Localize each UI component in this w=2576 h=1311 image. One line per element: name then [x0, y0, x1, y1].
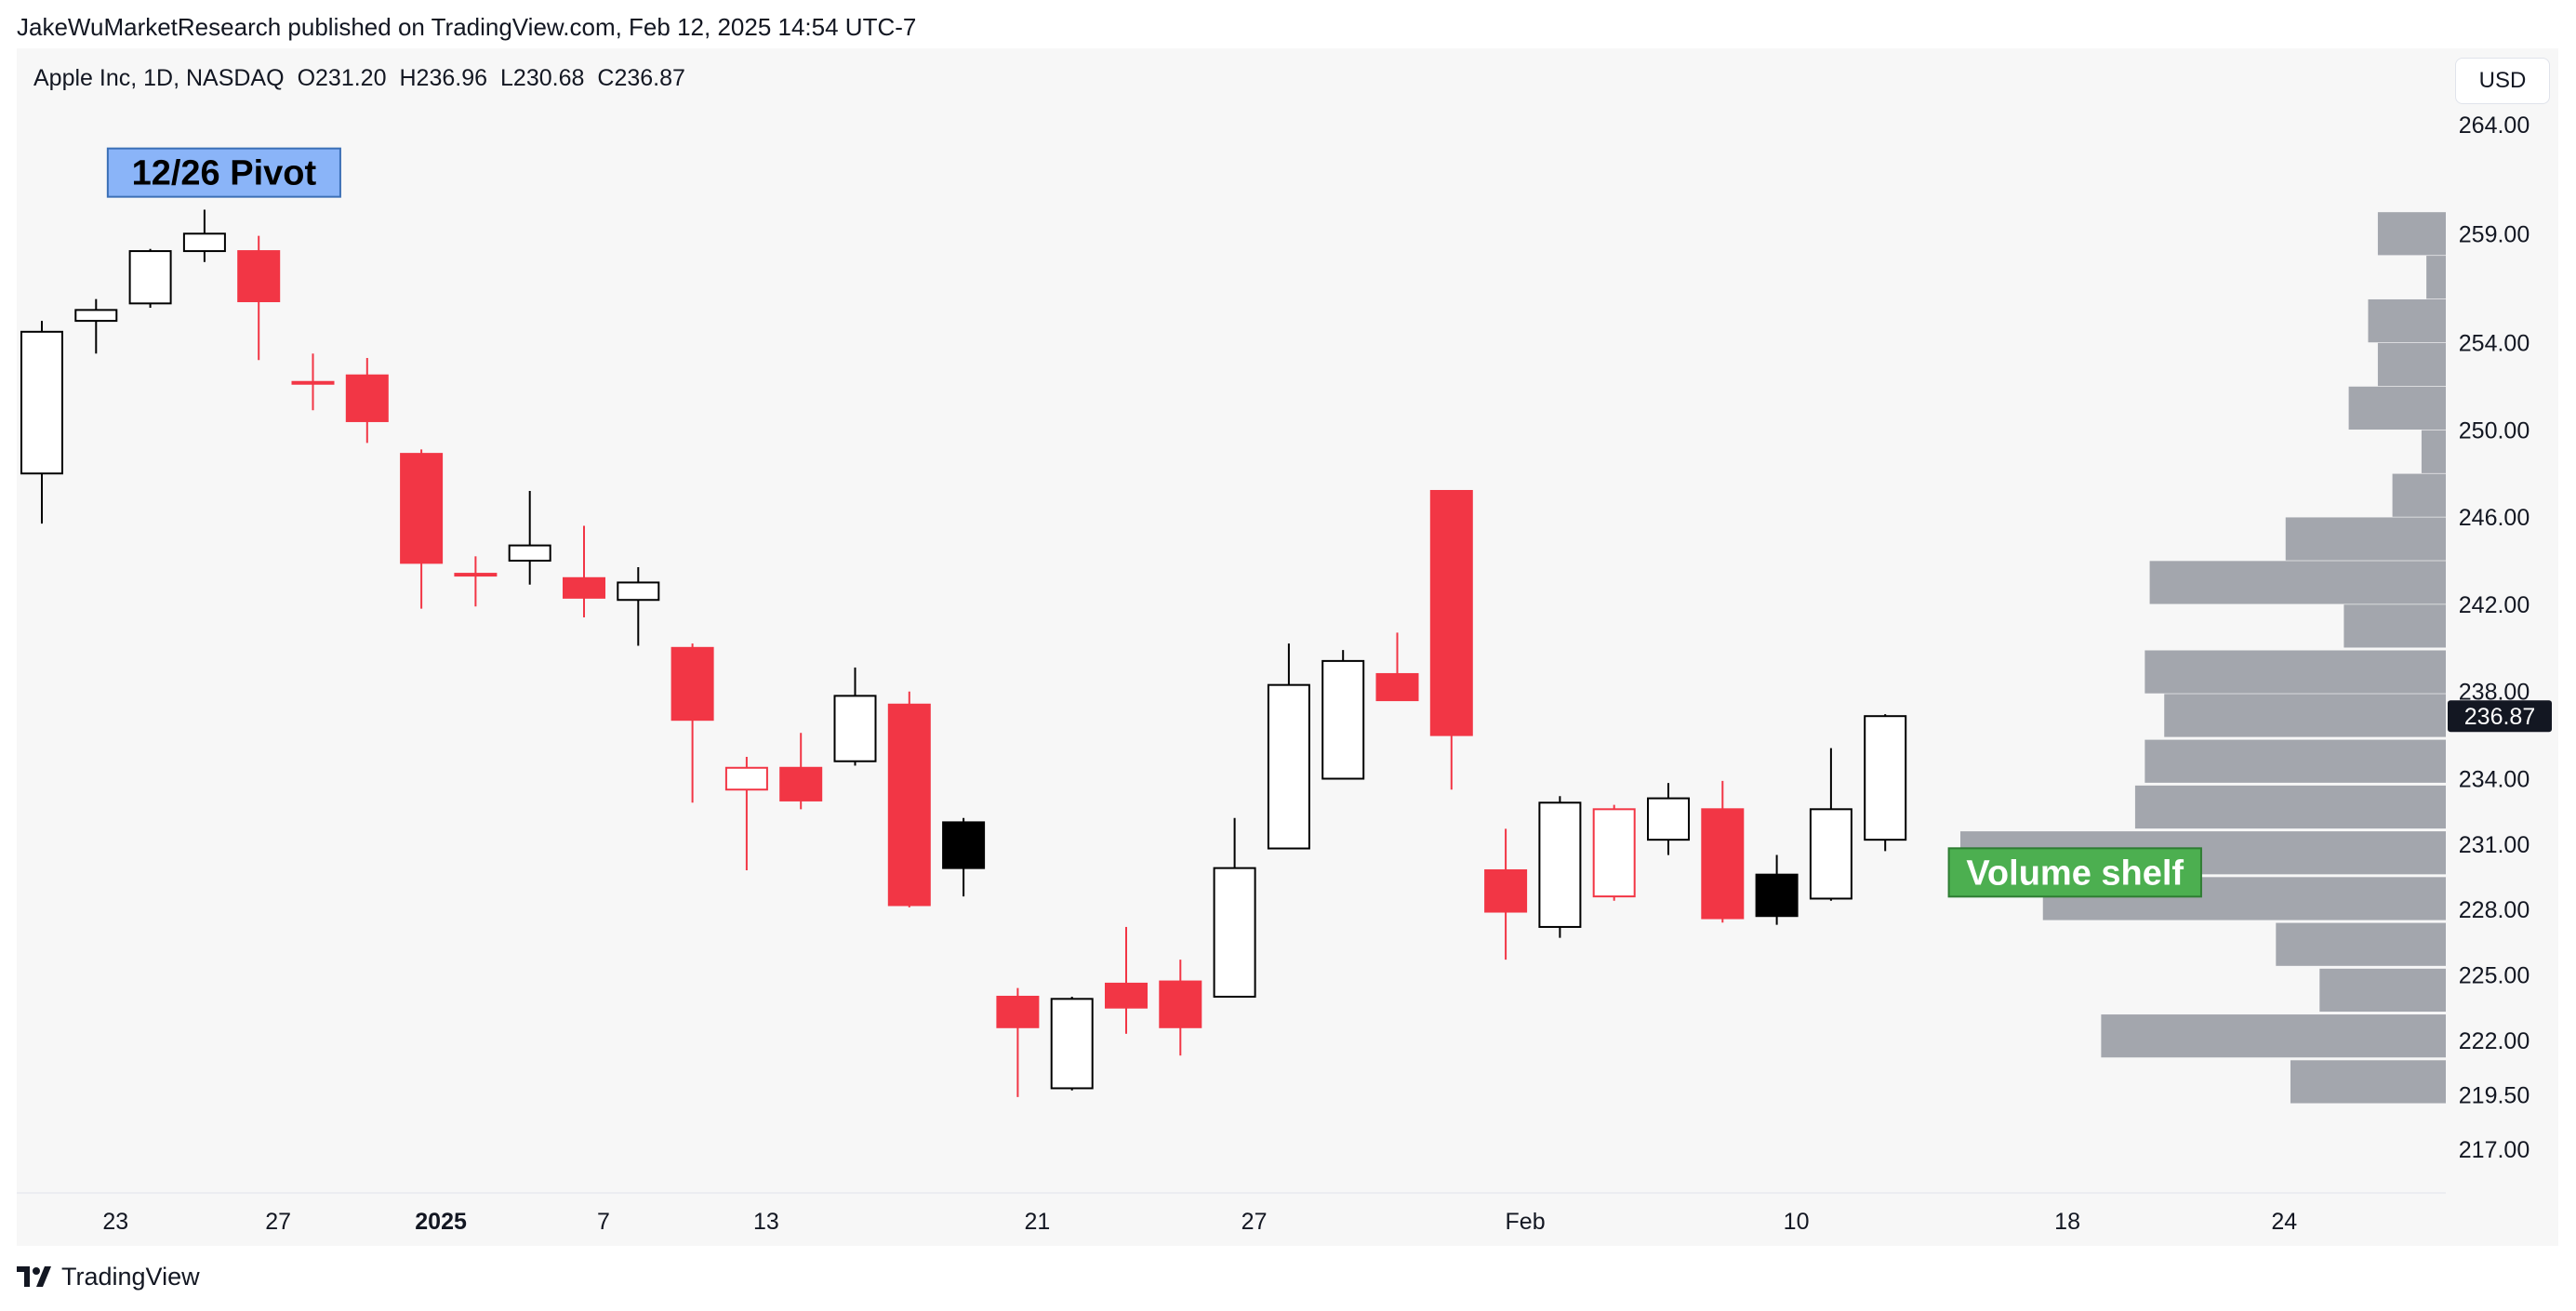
- price-axis-tick-label: 264.00: [2459, 113, 2530, 139]
- time-axis-tick-label: 24: [2271, 1209, 2297, 1235]
- candle-body: [1538, 801, 1582, 928]
- publish-line: JakeWuMarketResearch published on Tradin…: [17, 13, 917, 41]
- time-axis-tick-label: 18: [2054, 1209, 2080, 1235]
- candle-body: [1647, 797, 1690, 841]
- candle-body: [1213, 867, 1256, 998]
- time-axis-tick-label: Feb: [1506, 1209, 1546, 1235]
- candle-body: [833, 695, 877, 762]
- volume-profile-bar: [2144, 739, 2446, 783]
- volume-profile-bar: [2377, 342, 2446, 387]
- candle-body: [74, 309, 118, 323]
- candle-body: [942, 821, 986, 869]
- candle-body: [291, 380, 335, 385]
- candle-body: [128, 250, 172, 305]
- time-axis-tick-label: 10: [1784, 1209, 1810, 1235]
- symbol-name: Apple Inc, 1D, NASDAQ: [33, 65, 285, 91]
- price-axis-tick-label: 228.00: [2459, 897, 2530, 923]
- price-axis-tick-label: 246.00: [2459, 505, 2530, 531]
- price-axis-tick-label: 225.00: [2459, 963, 2530, 989]
- candle-body: [1105, 982, 1148, 1009]
- price-axis-tick-label: 231.00: [2459, 832, 2530, 858]
- time-axis-tick-label: 7: [597, 1209, 610, 1235]
- candle-body: [996, 995, 1040, 1028]
- candle-body: [779, 766, 823, 801]
- volume-profile-bar: [2319, 968, 2446, 1013]
- ohlc-close: C236.87: [597, 65, 685, 91]
- candle-body: [20, 330, 63, 475]
- ohlc-open: O231.20: [297, 65, 387, 91]
- price-axis-tick-label: 254.00: [2459, 331, 2530, 357]
- volume-profile-bar: [2276, 922, 2446, 966]
- volume-profile-bar: [2348, 386, 2446, 430]
- candle-body: [1159, 980, 1202, 1028]
- volume-profile-bar: [2377, 212, 2446, 256]
- current-price-label: 236.87: [2464, 704, 2535, 730]
- candle-body: [345, 374, 389, 422]
- price-axis-tick-label: 217.00: [2459, 1137, 2530, 1163]
- annotation-box: [106, 147, 341, 198]
- volume-profile-bar: [2290, 1060, 2446, 1104]
- volume-profile-bar: [2134, 785, 2446, 829]
- tradingview-brand-text: TradingView: [61, 1263, 200, 1291]
- candle-body: [1050, 998, 1094, 1090]
- current-price-tag: [2448, 700, 2552, 733]
- candle-body: [887, 703, 931, 907]
- volume-profile-bar: [2144, 650, 2446, 694]
- candle-body: [1755, 873, 1799, 918]
- tradingview-logo-icon: [17, 1265, 51, 1287]
- volume-profile-bar: [2421, 430, 2446, 473]
- volume-profile-bar: [2101, 1014, 2446, 1058]
- time-axis-tick-label: 21: [1024, 1209, 1050, 1235]
- annotation-label: Volume shelf: [1966, 854, 2184, 893]
- candle-body: [182, 232, 226, 253]
- candle-body: [400, 453, 444, 564]
- time-axis-tick-label: 23: [102, 1209, 128, 1235]
- volume-profile-bar: [2164, 694, 2446, 737]
- volume-profile-bar: [2344, 604, 2446, 648]
- candle-body: [508, 544, 551, 563]
- candle-body: [1592, 808, 1636, 898]
- volume-profile-bar: [2368, 298, 2446, 343]
- time-axis-tick-label: 27: [265, 1209, 291, 1235]
- volume-profile-bar: [2149, 561, 2446, 604]
- candle-body: [617, 581, 660, 602]
- volume-profile-bar: [2285, 517, 2446, 561]
- time-axis-tick-label: 27: [1242, 1209, 1268, 1235]
- volume-profile-bar: [2392, 473, 2446, 517]
- candle-body: [1809, 808, 1852, 900]
- price-axis-tick-label: 234.00: [2459, 766, 2530, 792]
- candle-body: [1321, 659, 1365, 780]
- price-axis-tick-label: 259.00: [2459, 221, 2530, 247]
- candle-body: [563, 576, 605, 599]
- ohlc-high: H236.96: [399, 65, 488, 91]
- candle-body: [454, 573, 498, 577]
- candle-body: [1864, 715, 1907, 841]
- candle-body: [1375, 672, 1419, 702]
- time-axis-tick-label: 13: [753, 1209, 779, 1235]
- annotation-box: [1947, 847, 2202, 898]
- annotation-label: 12/26 Pivot: [132, 154, 317, 193]
- candle-body: [1701, 808, 1745, 920]
- price-axis-tick-label: 222.00: [2459, 1028, 2530, 1054]
- candle-body: [671, 646, 714, 722]
- currency-button[interactable]: USD: [2455, 58, 2550, 104]
- price-axis-tick-label: 219.50: [2459, 1082, 2530, 1108]
- candle-body: [1484, 868, 1528, 913]
- ohlc-low: L230.68: [500, 65, 585, 91]
- candle-body: [237, 250, 281, 302]
- price-axis-tick-label: 242.00: [2459, 592, 2530, 618]
- candle-body: [1429, 489, 1473, 736]
- symbol-legend: Apple Inc, 1D, NASDAQ O231.20 H236.96 L230.…: [33, 65, 698, 92]
- time-axis-tick-label: 2025: [415, 1209, 467, 1235]
- price-axis-tick-label: 250.00: [2459, 417, 2530, 444]
- candle-body: [1267, 683, 1310, 850]
- volume-profile-bar: [2426, 256, 2446, 299]
- tradingview-logo[interactable]: TradingView: [17, 1263, 200, 1291]
- candle-body: [724, 766, 768, 791]
